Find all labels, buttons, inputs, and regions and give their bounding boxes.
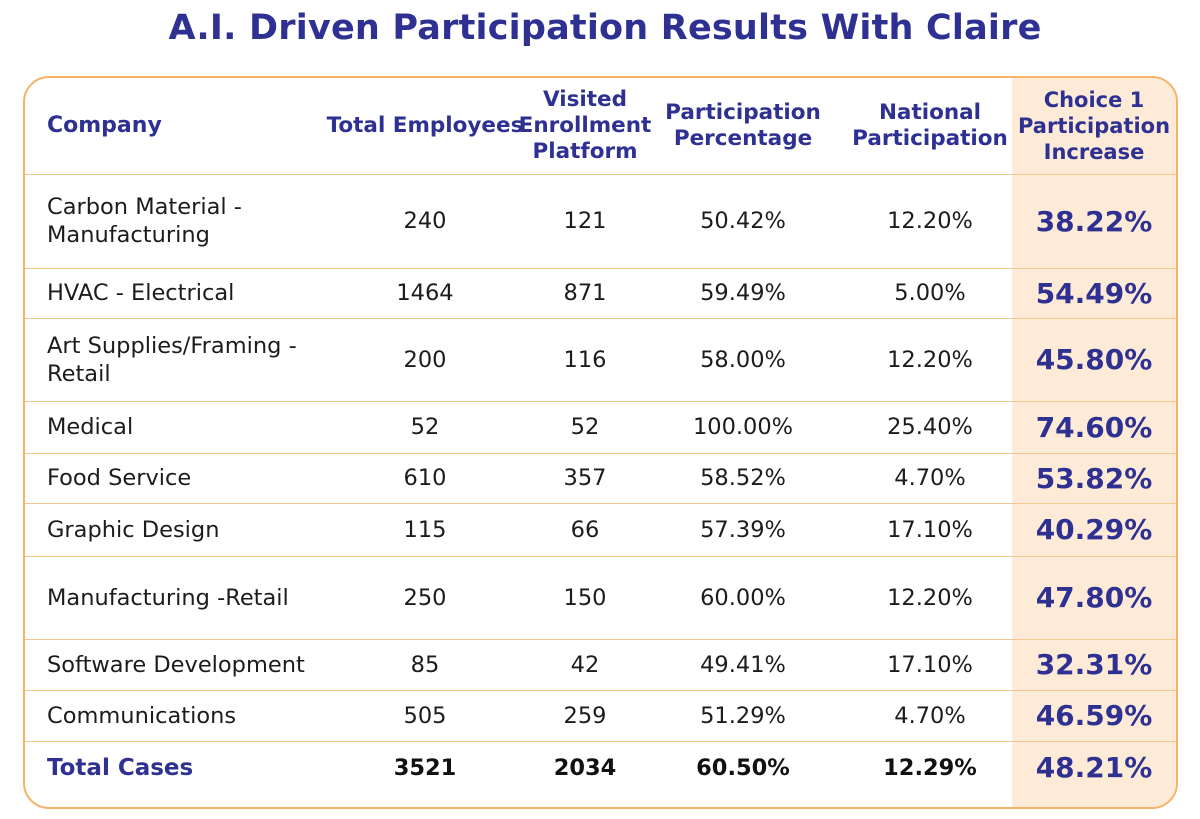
visited-enrollment-cell: 150 <box>563 584 607 611</box>
row-divider <box>25 318 1176 319</box>
total-employees-cell: 240 <box>403 208 447 234</box>
participation-percentage-cell: 57.39% <box>700 516 786 543</box>
company-name: Graphic Design <box>47 516 220 543</box>
total-employees-cell: 250 <box>403 584 447 611</box>
visited-enrollment-cell: 52 <box>570 414 600 440</box>
table-row: Graphic Design 115 66 57.39% 17.10% 40.29% <box>25 503 1176 556</box>
national-participation-cell: 12.20% <box>887 208 973 234</box>
participation-percentage-cell: 100.00% <box>692 414 794 440</box>
participation-percentage-cell: 58.00% <box>700 346 786 373</box>
table-row: HVAC - Electrical 1464 871 59.49% 5.00% 54.49… <box>25 268 1176 318</box>
row-divider <box>25 401 1176 402</box>
national-participation-cell: 12.20% <box>887 584 973 611</box>
participation-percentage-cell: 59.49% <box>700 280 786 306</box>
company-name: Carbon Material -Manufacturing <box>47 194 242 248</box>
company-name: Medical <box>47 414 134 440</box>
total-employees-cell: 1464 <box>396 280 454 306</box>
participation-increase-cell: 53.82% <box>1035 461 1153 495</box>
header-participation-percentage: Participation Percentage <box>665 100 821 151</box>
total-employees-cell: 52 <box>410 414 440 440</box>
visited-enrollment-cell: 871 <box>563 280 607 306</box>
header-visited-enrollment: Visited Enrollment Platform <box>518 87 652 164</box>
table-row: Medical 52 52 100.00% 25.40% 74.60% <box>25 401 1176 453</box>
visited-enrollment-cell: 42 <box>570 651 600 678</box>
table-row: Carbon Material -Manufacturing 240 121 50.4… <box>25 174 1176 268</box>
row-divider <box>25 556 1176 557</box>
header-total-employees: Total Employees <box>326 113 524 138</box>
visited-enrollment-cell: 259 <box>563 702 607 729</box>
total-label: Total Cases <box>47 754 194 781</box>
participation-percentage-cell: 49.41% <box>700 651 786 678</box>
national-participation-cell: 17.10% <box>887 516 973 543</box>
row-divider <box>25 639 1176 640</box>
table-total-row: Total Cases 3521 2034 60.50% 12.29% 48.2… <box>25 736 1176 799</box>
participation-increase-cell: 54.49% <box>1035 276 1153 310</box>
header-choice-increase: Choice 1 Participation Increase <box>1017 88 1171 164</box>
company-name: Food Service <box>47 465 192 491</box>
total-participation-value: 60.50% <box>696 754 790 781</box>
participation-percentage-cell: 60.00% <box>700 584 786 611</box>
visited-enrollment-cell: 66 <box>570 516 600 543</box>
total-employees-cell: 505 <box>403 702 447 729</box>
participation-increase-cell: 45.80% <box>1035 343 1153 376</box>
participation-increase-cell: 40.29% <box>1035 513 1153 546</box>
company-name: HVAC - Electrical <box>47 280 235 306</box>
increase-column-highlight <box>1012 78 1176 807</box>
table-row: Software Development 85 42 49.41% 17.10% 32.3… <box>25 639 1176 690</box>
participation-increase-cell: 47.80% <box>1035 581 1153 614</box>
row-divider <box>25 453 1176 454</box>
company-name: Communications <box>47 702 237 729</box>
national-participation-cell: 4.70% <box>894 465 966 491</box>
company-name: Art Supplies/Framing -Retail <box>47 332 297 387</box>
participation-increase-cell: 74.60% <box>1035 410 1153 444</box>
visited-enrollment-cell: 116 <box>563 346 607 373</box>
total-employees-cell: 115 <box>403 516 447 543</box>
header-company: Company <box>47 113 162 138</box>
table-row: Communications 505 259 51.29% 4.70% 46.59% <box>25 690 1176 741</box>
row-divider <box>25 503 1176 504</box>
participation-percentage-cell: 51.29% <box>700 702 786 729</box>
visited-enrollment-cell: 357 <box>563 465 607 491</box>
national-participation-cell: 12.20% <box>887 346 973 373</box>
results-table: Company Total Employees Visited Enrollme… <box>23 76 1178 809</box>
row-divider <box>25 268 1176 269</box>
chart-title: A.I. Driven Participation Results With C… <box>168 8 1042 48</box>
header-national-participation: National Participation <box>852 100 1008 151</box>
row-divider <box>25 741 1176 742</box>
total-employees-cell: 610 <box>403 465 447 491</box>
national-participation-cell: 25.40% <box>887 414 973 440</box>
row-divider <box>25 174 1176 175</box>
total-employees-cell: 85 <box>410 651 440 678</box>
national-participation-cell: 17.10% <box>887 651 973 678</box>
participation-increase-cell: 32.31% <box>1035 648 1153 681</box>
total-increase-value: 48.21% <box>1035 751 1153 784</box>
company-name: Software Development <box>47 651 305 678</box>
participation-percentage-cell: 58.52% <box>700 465 786 491</box>
table-row: Food Service 610 357 58.52% 4.70% 53.82% <box>25 453 1176 503</box>
company-name: Manufacturing -Retail <box>47 584 289 611</box>
national-participation-cell: 4.70% <box>894 702 966 729</box>
participation-increase-cell: 38.22% <box>1035 204 1153 238</box>
total-visited-value: 2034 <box>553 754 617 781</box>
table-row: Art Supplies/Framing -Retail 200 116 58.00%… <box>25 318 1176 401</box>
table-row: Manufacturing -Retail 250 150 60.00% 12.20% 4… <box>25 556 1176 639</box>
row-divider <box>25 690 1176 691</box>
total-employees-cell: 200 <box>403 346 447 373</box>
participation-increase-cell: 46.59% <box>1035 699 1153 732</box>
participation-percentage-cell: 50.42% <box>700 208 786 234</box>
national-participation-cell: 5.00% <box>894 280 966 306</box>
visited-enrollment-cell: 121 <box>563 208 607 234</box>
total-employees-value: 3521 <box>393 754 457 781</box>
total-national-value: 12.29% <box>883 754 977 781</box>
table-header: Company Total Employees Visited Enrollme… <box>25 78 1176 174</box>
